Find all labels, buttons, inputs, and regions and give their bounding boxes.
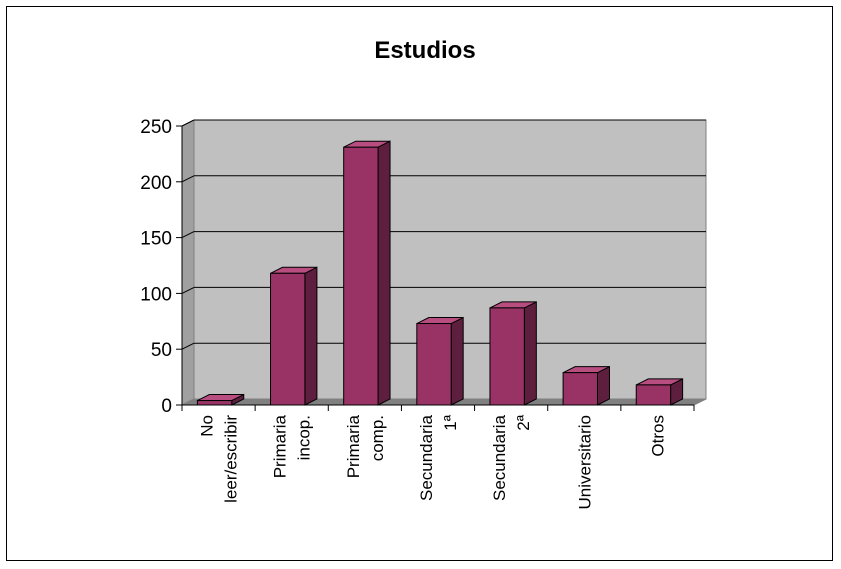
x-tick-label-line: Secundaria bbox=[417, 414, 436, 501]
x-tick-label-line: incop. bbox=[295, 415, 314, 460]
x-tick-label-line: No bbox=[198, 415, 217, 437]
bar-side bbox=[450, 316, 464, 406]
gridline-depth bbox=[181, 231, 195, 239]
x-tick-label-line: 1ª bbox=[441, 414, 460, 430]
x-tick-label: No leer/escribir bbox=[198, 415, 241, 503]
x-tick-label-line: 2ª bbox=[514, 414, 533, 430]
x-tick-label-line: leer/escribir bbox=[222, 415, 241, 503]
x-tick-label: Universitario bbox=[575, 415, 594, 509]
y-tick-label: 250 bbox=[140, 117, 172, 138]
gridline-depth bbox=[181, 119, 195, 127]
x-tick-label: Primaria comp. bbox=[344, 414, 387, 478]
x-tick-label-line: Primaria bbox=[344, 414, 363, 478]
bar-side bbox=[304, 266, 318, 406]
bar-chart: Estudios 0 50 100 150 200 250 No leer/escribir P… bbox=[140, 37, 707, 509]
bar-front bbox=[270, 272, 306, 406]
x-tick-label: Secundaria 1ª bbox=[417, 414, 460, 501]
bar-3 bbox=[416, 316, 464, 406]
y-tick-label: 0 bbox=[161, 396, 172, 417]
bar-front bbox=[196, 400, 233, 406]
bar-front bbox=[562, 372, 598, 406]
bar-2 bbox=[343, 140, 391, 406]
x-tick-label-line: Universitario bbox=[575, 415, 594, 509]
chart-title: Estudios bbox=[374, 37, 475, 64]
bar-6 bbox=[635, 378, 684, 406]
bar-1 bbox=[270, 266, 318, 406]
x-tick-label-line: Otros bbox=[648, 415, 667, 457]
gridline-depth bbox=[181, 342, 195, 350]
x-tick-label: Otros bbox=[648, 415, 667, 457]
bar-side bbox=[377, 140, 391, 406]
bar-front bbox=[635, 384, 672, 406]
bar-front bbox=[416, 323, 452, 406]
x-tick-label: Secundaria 2ª bbox=[490, 414, 533, 501]
bar-side bbox=[596, 365, 610, 406]
y-tick-label: 150 bbox=[140, 229, 172, 250]
y-tick-label: 50 bbox=[151, 340, 172, 361]
x-tick-label-line: comp. bbox=[368, 415, 387, 461]
x-tick-label-line: Primaria bbox=[271, 414, 290, 478]
gridline-depth bbox=[181, 175, 195, 183]
bar-front bbox=[489, 307, 525, 406]
bar-0 bbox=[196, 393, 245, 406]
chart-frame: Estudios 0 50 100 150 200 250 No leer/escribir P… bbox=[6, 6, 833, 561]
x-tick-label-line: Secundaria bbox=[490, 414, 509, 501]
gridline-depth bbox=[181, 286, 195, 294]
bar-front bbox=[343, 146, 379, 406]
plot-side-wall bbox=[181, 119, 195, 406]
y-tick-label: 200 bbox=[140, 173, 172, 194]
y-tick-label: 100 bbox=[140, 284, 172, 305]
bar-4 bbox=[489, 301, 537, 406]
x-tick-label: Primaria incop. bbox=[271, 414, 314, 478]
bar-5 bbox=[562, 365, 610, 406]
bar-side bbox=[523, 301, 537, 406]
